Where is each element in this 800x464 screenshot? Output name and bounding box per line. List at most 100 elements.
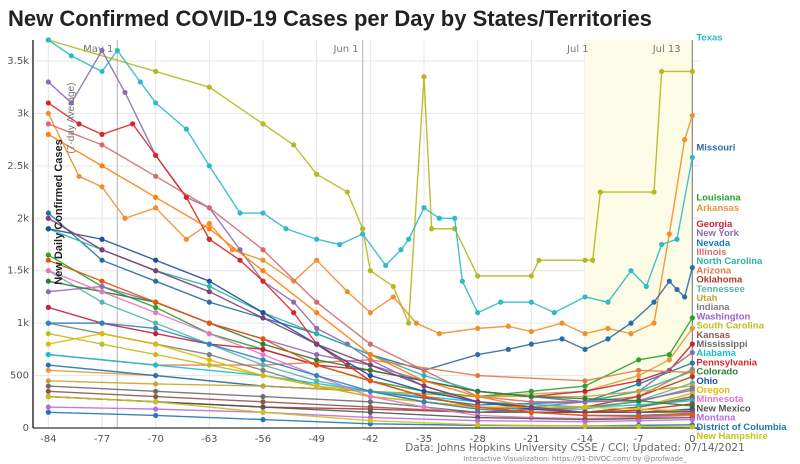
data-point: [68, 53, 74, 59]
series-line: [48, 353, 693, 382]
data-point: [206, 283, 212, 290]
data-point: [651, 320, 657, 326]
data-point: [99, 320, 105, 326]
data-point: [206, 163, 212, 169]
series-label: Georgia: [696, 219, 733, 230]
data-point: [153, 152, 159, 158]
data-point: [528, 414, 534, 421]
data-point: [689, 112, 695, 119]
data-point: [45, 393, 51, 400]
data-point: [367, 393, 373, 400]
recent-period-shading: [585, 40, 693, 428]
data-point: [45, 331, 51, 337]
data-point: [605, 325, 611, 331]
y-tick-label: 0: [23, 423, 29, 434]
series-new-hampshire: [45, 393, 695, 430]
data-point: [291, 310, 297, 316]
data-point: [636, 381, 642, 387]
data-point: [475, 372, 481, 379]
data-point: [582, 294, 588, 300]
y-tick-label: 500: [10, 371, 29, 382]
date-marker-label: May 1: [83, 44, 113, 55]
data-point: [260, 404, 266, 410]
data-point: [390, 283, 396, 290]
data-point: [99, 341, 105, 347]
data-point: [153, 194, 159, 200]
data-point: [45, 268, 51, 274]
data-point: [260, 399, 266, 405]
data-point: [528, 341, 534, 347]
data-point: [153, 362, 159, 368]
data-point: [536, 257, 542, 263]
data-point: [628, 320, 634, 326]
data-point: [582, 378, 588, 384]
data-point: [206, 351, 212, 358]
data-point: [590, 257, 596, 263]
series-label: Arizona: [696, 265, 732, 276]
data-point: [636, 398, 642, 404]
data-point: [689, 349, 695, 356]
data-point: [260, 315, 266, 321]
data-point: [260, 393, 266, 400]
data-point: [260, 268, 266, 274]
data-point: [206, 320, 212, 326]
data-point: [45, 351, 51, 358]
data-point: [314, 351, 320, 358]
data-point: [260, 372, 266, 379]
data-point: [367, 351, 373, 358]
data-point: [260, 346, 266, 352]
axis-text-layer: New Daily Confirmed Cases (7-day Average…: [53, 83, 745, 463]
data-point: [99, 283, 105, 290]
series-line: [47, 212, 694, 372]
credit-note: Interactive Visualization: https://91-DI…: [463, 455, 687, 463]
data-point: [45, 252, 51, 258]
x-tick-label: -21: [523, 434, 539, 445]
data-point: [260, 336, 266, 342]
data-point: [260, 351, 266, 358]
data-point: [475, 325, 481, 331]
source-note: Data: Johns Hopkins University CSSE / CC…: [405, 442, 745, 454]
data-point: [314, 378, 320, 384]
data-point: [421, 372, 427, 379]
x-tick-label: 0: [689, 434, 695, 445]
data-point: [153, 68, 159, 75]
data-point: [682, 137, 688, 143]
data-point: [421, 378, 427, 384]
data-point: [45, 304, 51, 311]
series-california: [45, 110, 695, 337]
series-label-layer: FloridaCaliforniaTexasMissouriLouisianaA…: [696, 0, 787, 442]
data-point: [582, 404, 588, 410]
data-point: [689, 369, 695, 376]
data-point: [628, 268, 634, 274]
y-axis-sublabel: (7-day Average): [66, 83, 77, 154]
data-point: [99, 68, 105, 75]
data-point: [406, 320, 412, 326]
data-point: [291, 278, 297, 284]
data-point: [689, 68, 695, 75]
data-point: [45, 37, 51, 43]
data-point: [528, 404, 534, 410]
data-point: [45, 278, 51, 284]
series-label: Mississippi: [696, 339, 747, 350]
data-point: [99, 131, 105, 137]
data-point: [153, 393, 159, 400]
data-point: [367, 372, 373, 379]
data-point: [45, 289, 51, 295]
data-point: [206, 341, 212, 347]
data-point: [498, 299, 504, 305]
data-point: [260, 362, 266, 368]
data-point: [283, 226, 289, 232]
series-unlabeled: [45, 257, 695, 420]
data-point: [153, 406, 159, 412]
data-point: [153, 173, 159, 179]
data-point: [99, 289, 105, 295]
series-label: Illinois: [696, 247, 726, 258]
data-point: [367, 310, 373, 316]
data-point: [475, 404, 481, 410]
series-arizona: [45, 351, 695, 384]
data-point: [153, 381, 159, 387]
data-point: [122, 215, 128, 221]
data-point: [260, 310, 266, 316]
data-point: [206, 299, 212, 305]
data-point: [605, 299, 611, 305]
